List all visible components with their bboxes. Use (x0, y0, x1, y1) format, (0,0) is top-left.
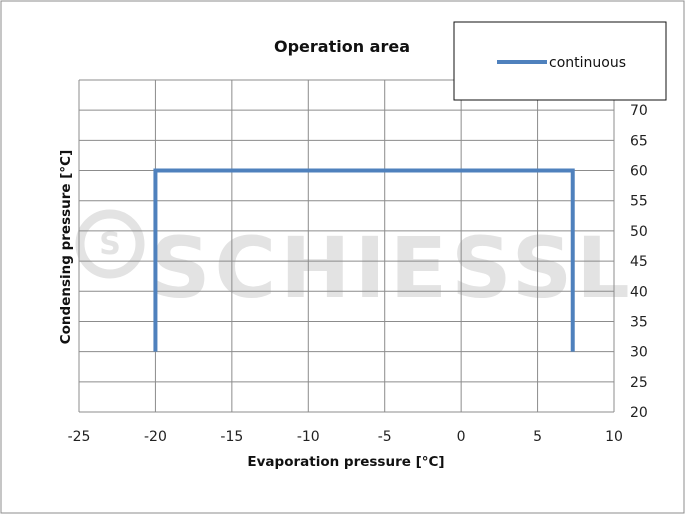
x-tick-label: -25 (68, 429, 91, 445)
y-tick-label: 50 (630, 224, 648, 240)
x-tick-label: 0 (457, 429, 466, 445)
y-tick-label: 20 (630, 405, 648, 421)
series-line-continuous (153, 168, 575, 352)
x-tick-label: 5 (533, 429, 542, 445)
x-tick-label: 10 (605, 429, 623, 445)
y-tick-label: 45 (630, 254, 648, 270)
watermark-logo-letter: S (99, 227, 121, 262)
y-axis-label: Condensing pressure [°C] (58, 150, 74, 345)
y-tick-label: 25 (630, 375, 648, 391)
x-tick-label: -20 (144, 429, 167, 445)
x-axis-label: Evaporation pressure [°C] (247, 454, 444, 470)
legend: continuous (453, 21, 667, 101)
y-tick-label: 35 (630, 314, 648, 330)
legend-box (453, 21, 667, 101)
series-layer (153, 168, 575, 352)
x-tick-label: -5 (378, 429, 392, 445)
y-tick-label: 65 (630, 133, 648, 149)
y-tick-label: 60 (630, 164, 648, 180)
x-tick-label: -10 (297, 429, 320, 445)
y-tick-label: 55 (630, 194, 648, 210)
watermark-text: SCHIESSL (150, 219, 634, 317)
y-tick-label: 70 (630, 103, 648, 119)
watermark: S SCHIESSL (75, 209, 634, 317)
watermark-logo-ring (75, 209, 145, 279)
x-tick-label: -15 (220, 429, 243, 445)
y-tick-label: 40 (630, 284, 648, 300)
chart-title: Operation area (274, 37, 410, 56)
tick-labels: -25 -20 -15 -10 -5 0 5 10 20 25 30 35 40 45 50 55 60 65 70 (68, 103, 648, 445)
legend-label: continuous (549, 55, 626, 71)
y-tick-label: 30 (630, 345, 648, 361)
